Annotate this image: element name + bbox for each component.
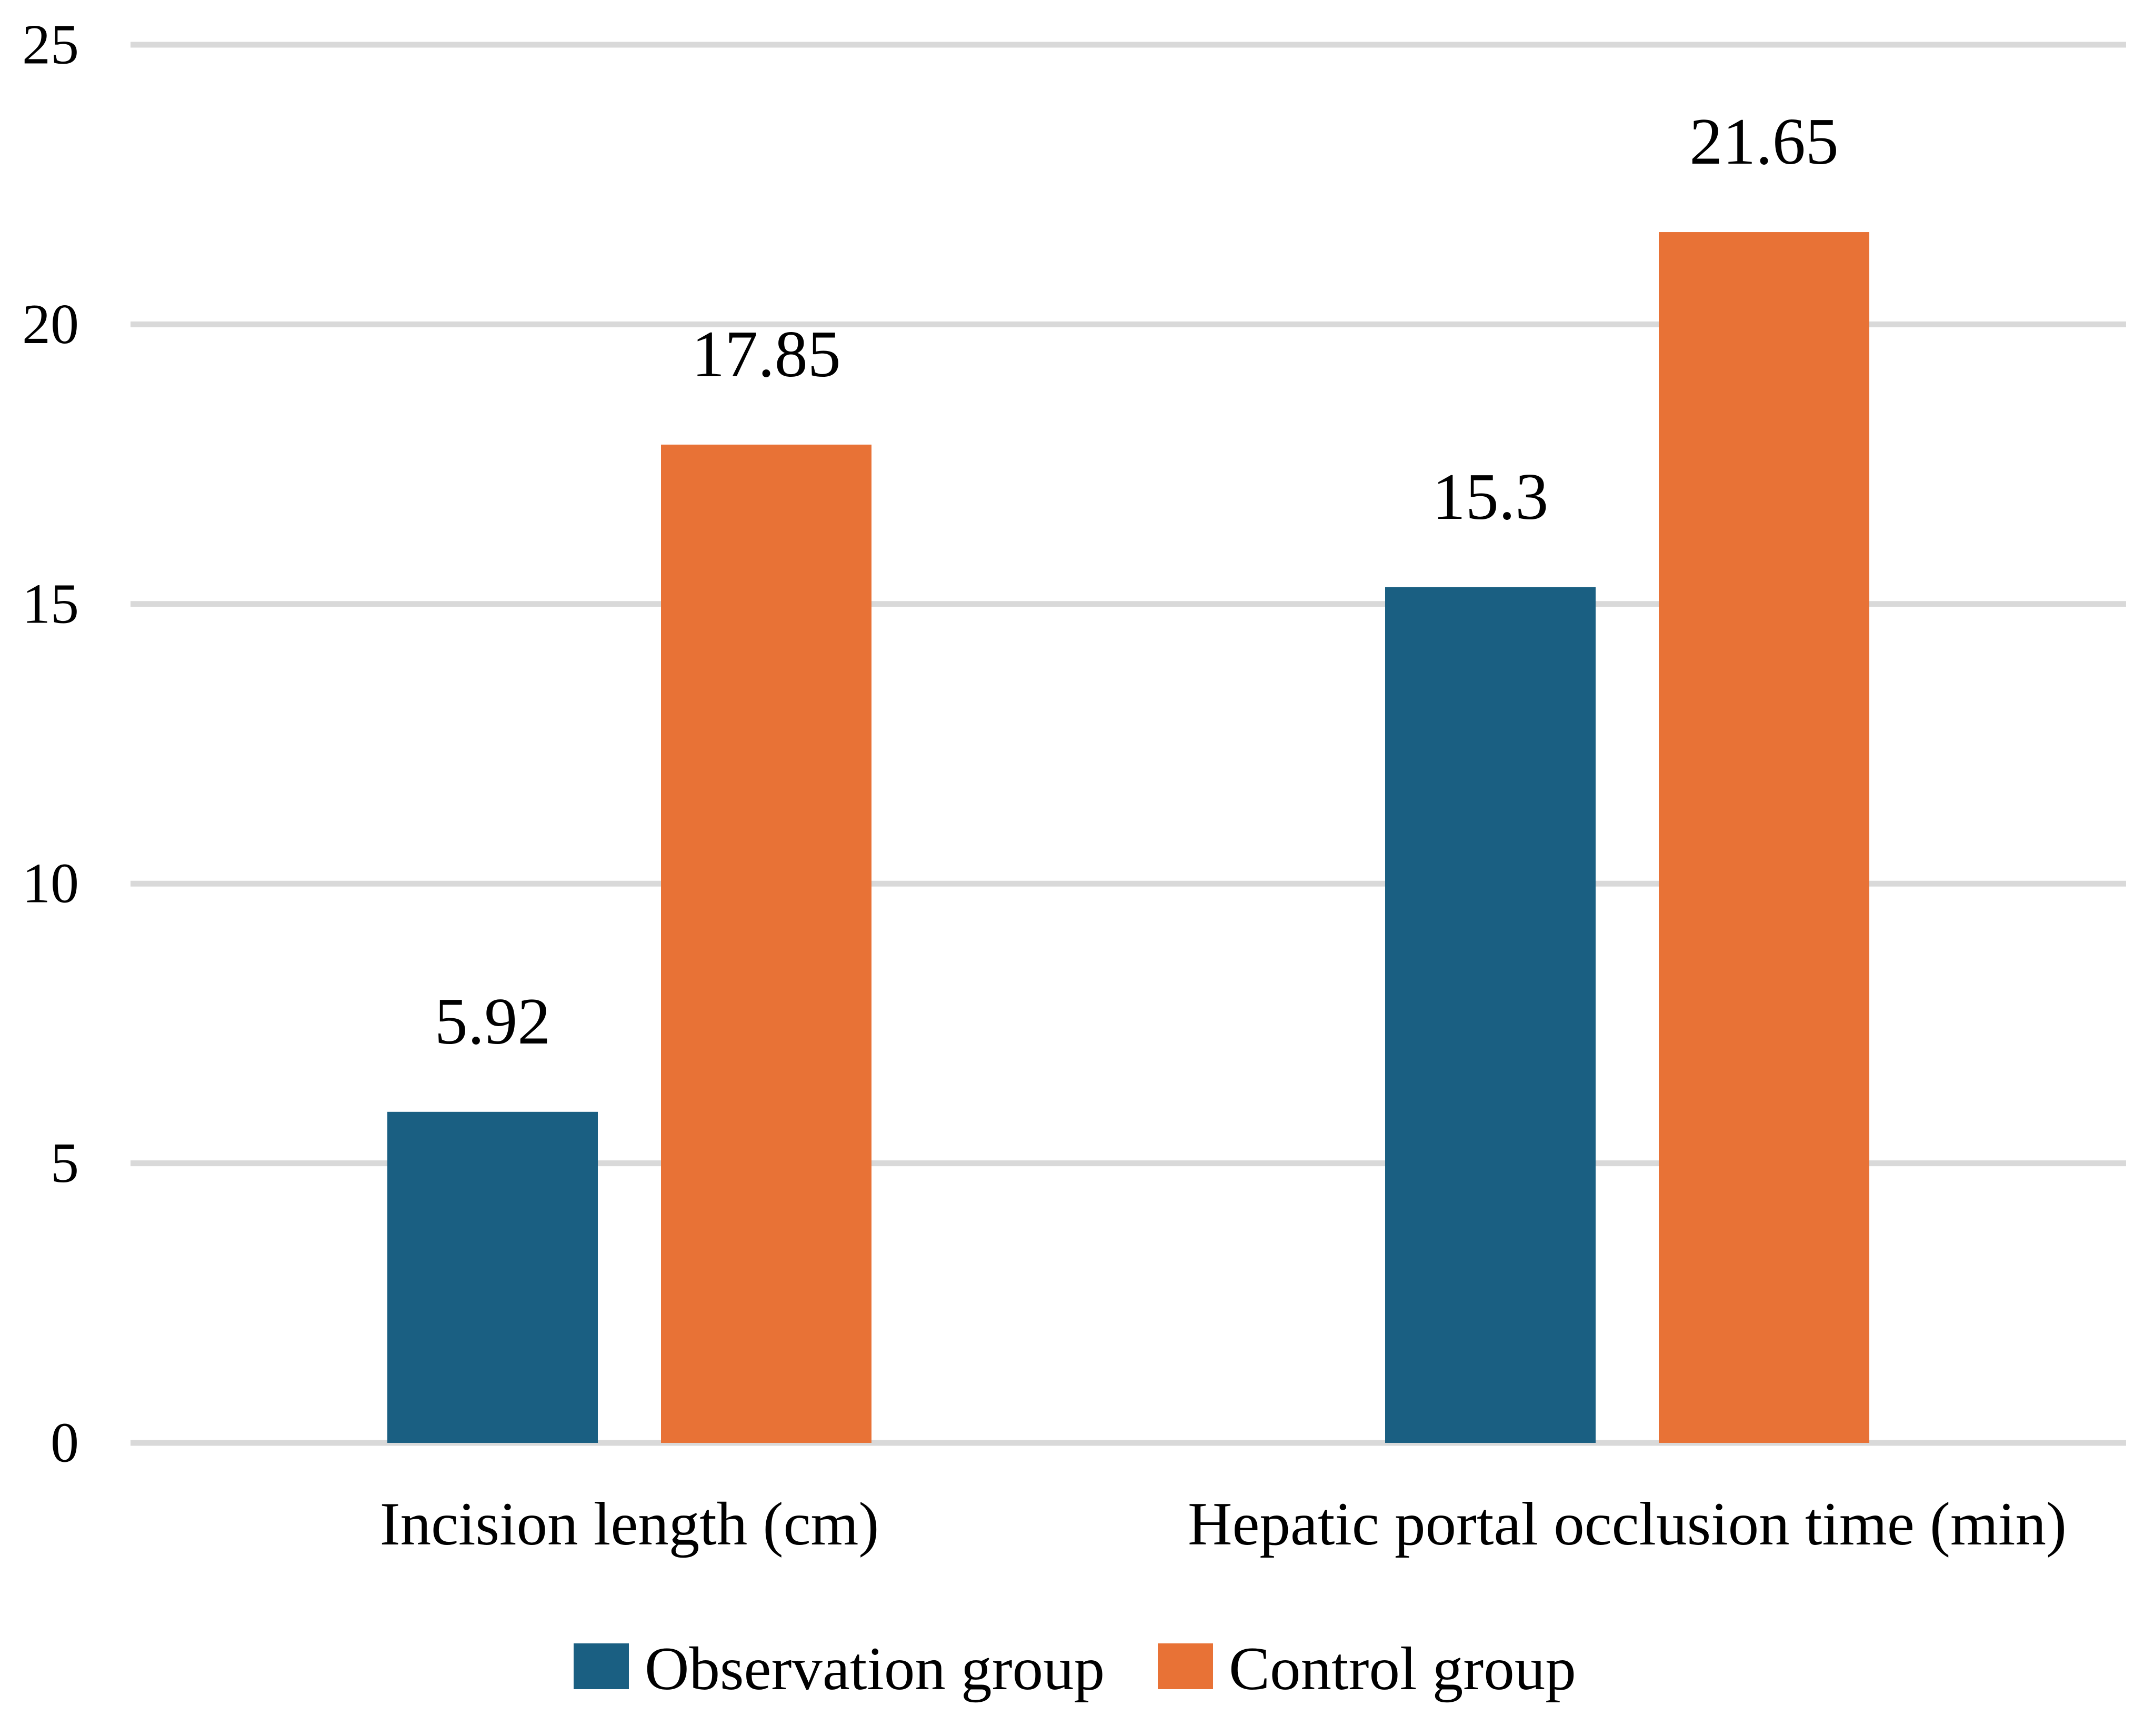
y-tick-label: 10 [22,852,79,915]
legend-swatch [574,1643,629,1689]
legend-swatch [1158,1643,1213,1689]
y-tick-label: 25 [22,14,79,76]
data-labels: 5.92 17.85 15.3 21.65 [435,105,1839,1058]
x-category-label: Hepatic portal occlusion time (min) [1188,1490,2067,1558]
y-axis-tick-labels: 0 5 10 15 20 25 [22,14,79,1474]
bar [1659,232,1869,1443]
bar [661,444,871,1443]
legend-label: Control group [1229,1635,1576,1703]
bars [387,232,1869,1443]
data-label: 15.3 [1432,460,1549,534]
y-tick-label: 5 [51,1132,79,1195]
legend-label: Observation group [645,1635,1105,1703]
legend: Observation group Control group [574,1635,1576,1703]
y-tick-label: 15 [22,573,79,635]
x-axis-category-labels: Incision length (cm) Hepatic portal occlu… [380,1490,2067,1558]
bar [387,1111,598,1443]
data-label: 21.65 [1689,105,1839,178]
bar [1385,587,1596,1443]
data-label: 5.92 [435,985,551,1058]
y-tick-label: 20 [22,293,79,356]
data-label: 17.85 [692,318,841,391]
x-category-label: Incision length (cm) [380,1490,879,1558]
y-tick-label: 0 [51,1412,79,1474]
